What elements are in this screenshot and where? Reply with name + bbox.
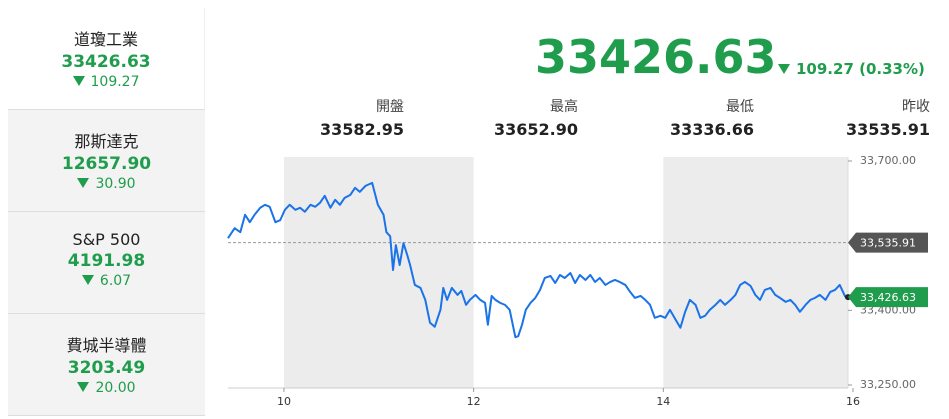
change: 109.27 [796,60,854,78]
price-line [227,181,847,339]
last-price-label: 33,426.63 [860,291,916,304]
change-value: 30.90 [95,176,136,192]
price-change: 109.27 (0.33%) [778,60,925,78]
index-item[interactable]: 費城半導體 3203.49 20.00 [8,314,205,416]
index-item[interactable]: S&P 500 4191.98 6.07 [8,212,205,314]
session-band [283,157,474,388]
down-arrow [77,382,90,392]
session-band [663,157,848,388]
change-value: 20.00 [95,380,136,396]
index-change: 30.90 [8,176,205,192]
stat-value: 33535.91 [845,120,930,139]
index-name: S&P 500 [72,230,141,249]
down-arrow [72,76,85,86]
down-arrow [81,275,94,285]
reference-box [848,232,928,253]
stat-value: 33336.66 [669,120,754,139]
index-change: 6.07 [8,273,205,289]
change-pct: (0.33%) [859,60,925,78]
index-name: 道瓊工業 [73,30,138,49]
stat-value: 33582.95 [319,120,404,139]
index-value: 12657.90 [61,154,152,174]
stat-label: 昨收 [902,99,930,115]
index-value: 33426.63 [61,52,151,72]
y-tick-label: 33,250.00 [860,378,916,391]
index-name: 費城半導體 [66,336,147,355]
index-item[interactable]: 道瓊工業 33426.63 109.27 [8,8,205,110]
change-value: 109.27 [90,74,140,90]
price: 33426.63 [535,30,777,84]
index-change: 109.27 [8,74,204,90]
index-value: 4191.98 [67,251,146,271]
stat: 最低 33336.66 [614,96,754,139]
down-arrow [778,64,790,74]
stat-label: 最高 [550,99,578,115]
x-tick-label: 12 [467,395,481,408]
stat: 開盤 33582.95 [264,96,404,139]
reference-label: 33,535.91 [860,237,916,250]
stat: 昨收 33535.91 [790,96,930,139]
last-price-box [848,287,928,308]
down-arrow [77,178,90,188]
stat-value: 33652.90 [493,120,578,139]
index-item[interactable]: 那斯達克 12657.90 30.90 [8,110,205,212]
stat: 最高 33652.90 [438,96,578,139]
x-tick-label: 10 [277,395,291,408]
index-value: 3203.49 [67,358,146,378]
stat-label: 最低 [726,99,754,115]
index-change: 20.00 [8,380,205,396]
x-tick-label: 14 [656,395,670,408]
y-tick-label: 33,700.00 [860,154,916,167]
x-tick-label: 16 [846,395,860,408]
stat-label: 開盤 [376,99,404,115]
change-value: 6.07 [99,273,132,289]
index-name: 那斯達克 [74,132,139,151]
sidebar: 道瓊工業 33426.63 109.27 那斯達克 12657.90 30.90 S&P 5… [8,8,205,416]
